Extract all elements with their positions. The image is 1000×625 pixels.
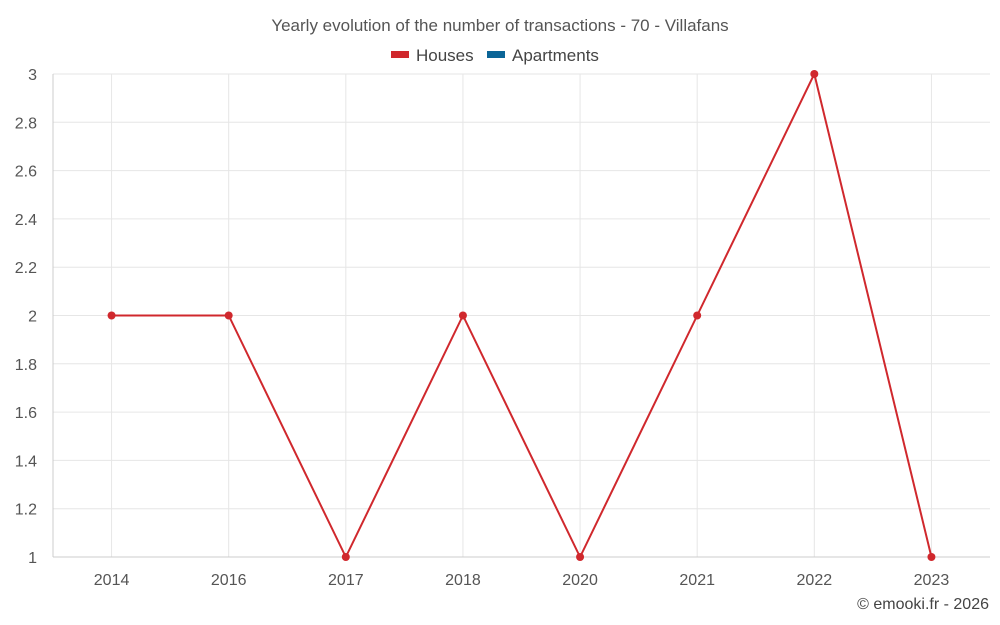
y-tick-label: 1.2 [15, 502, 37, 519]
x-tick-label: 2022 [797, 572, 833, 589]
chart-title: Yearly evolution of the number of transa… [271, 16, 728, 35]
legend-item-houses[interactable]: Houses [391, 46, 474, 65]
y-tick-label: 2.2 [15, 260, 37, 277]
legend-swatch-houses [391, 51, 409, 58]
footer-credit: © emooki.fr - 2026 [857, 596, 989, 613]
legend-swatch-apartments [487, 51, 505, 58]
x-tick-label: 2017 [328, 572, 364, 589]
data-point[interactable] [341, 553, 350, 561]
legend-label-houses: Houses [416, 46, 474, 65]
y-tick-label: 2 [28, 309, 37, 326]
y-tick-label: 2.4 [15, 212, 37, 229]
data-point[interactable] [576, 553, 585, 561]
x-tick-label: 2020 [562, 572, 598, 589]
legend-label-apartments: Apartments [512, 46, 599, 65]
series-line-houses [111, 71, 933, 560]
data-point[interactable] [693, 311, 702, 320]
legend: Houses Apartments [391, 46, 599, 65]
y-tick-label: 1 [28, 550, 37, 567]
data-point[interactable] [927, 553, 936, 561]
x-tick-label: 2021 [679, 572, 715, 589]
data-point[interactable] [458, 311, 467, 320]
legend-item-apartments[interactable]: Apartments [487, 46, 599, 65]
y-tick-label: 1.6 [15, 405, 37, 422]
x-tick-label: 2016 [211, 572, 247, 589]
x-tick-label: 2018 [445, 572, 481, 589]
x-tick-label: 2014 [94, 572, 130, 589]
y-tick-label: 2.6 [15, 164, 37, 181]
x-tick-label: 2023 [914, 572, 950, 589]
data-point[interactable] [224, 311, 233, 320]
y-tick-label: 1.4 [15, 453, 37, 470]
axes: 1 1.2 1.4 1.6 1.8 2 2.2 2.4 2.6 2.8 3 2014 2016 2017 2… [15, 67, 990, 589]
y-tick-label: 3 [28, 67, 37, 84]
y-tick-label: 2.8 [15, 115, 37, 132]
series-houses [107, 70, 936, 561]
y-tick-label: 1.8 [15, 357, 37, 374]
data-point[interactable] [810, 70, 819, 78]
data-point[interactable] [107, 311, 116, 320]
